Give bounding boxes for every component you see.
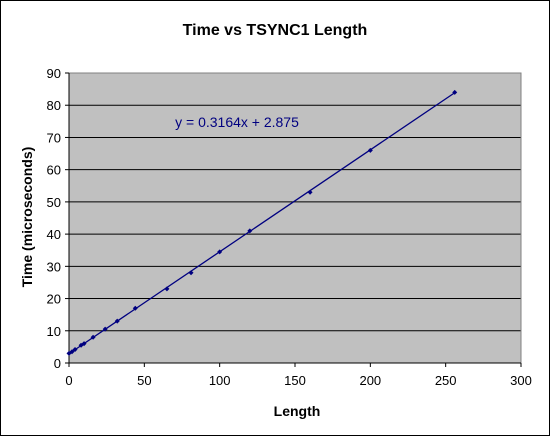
x-tick-label-0: 0 (65, 373, 72, 388)
x-tick-labels: 0 50 100 150 200 250 300 (65, 363, 532, 388)
data-point-12 (247, 228, 253, 234)
data-point-2 (72, 346, 78, 352)
plot-area (69, 73, 521, 363)
data-points (66, 89, 458, 356)
x-tick-label-50: 50 (137, 373, 151, 388)
y-tick-label-90: 90 (47, 66, 61, 81)
y-tick-label-50: 50 (47, 195, 61, 210)
data-point-13 (307, 189, 313, 195)
y-tick-label-40: 40 (47, 227, 61, 242)
data-point-10 (188, 270, 194, 276)
data-point-4 (81, 341, 87, 347)
x-tick-label-200: 200 (359, 373, 381, 388)
y-tick-label-80: 80 (47, 98, 61, 113)
y-tick-label-0: 0 (54, 356, 61, 371)
data-point-14 (367, 147, 373, 153)
chart-title: Time vs TSYNC1 Length (183, 22, 368, 39)
trendline-equation: y = 0.3164x + 2.875 (175, 114, 299, 130)
y-tick-label-20: 20 (47, 292, 61, 307)
x-axis-title: Length (274, 403, 321, 419)
data-point-6 (102, 326, 108, 332)
y-axis-title: Time (microseconds) (19, 147, 35, 288)
x-tick-label-300: 300 (510, 373, 532, 388)
data-point-1 (69, 349, 75, 355)
y-tick-label-10: 10 (47, 324, 61, 339)
x-tick-label-250: 250 (435, 373, 457, 388)
y-tick-label-60: 60 (47, 163, 61, 178)
y-tick-label-30: 30 (47, 259, 61, 274)
x-tick-label-150: 150 (284, 373, 306, 388)
trendline (68, 92, 456, 355)
data-point-7 (114, 318, 120, 324)
data-point-5 (90, 334, 96, 340)
data-point-9 (164, 286, 170, 292)
y-tick-labels: 0 10 20 30 40 50 60 70 80 90 (47, 66, 69, 371)
data-point-8 (132, 305, 138, 311)
x-tick-label-100: 100 (209, 373, 231, 388)
y-tick-label-70: 70 (47, 130, 61, 145)
data-point-15 (452, 89, 458, 95)
data-point-11 (217, 249, 223, 255)
